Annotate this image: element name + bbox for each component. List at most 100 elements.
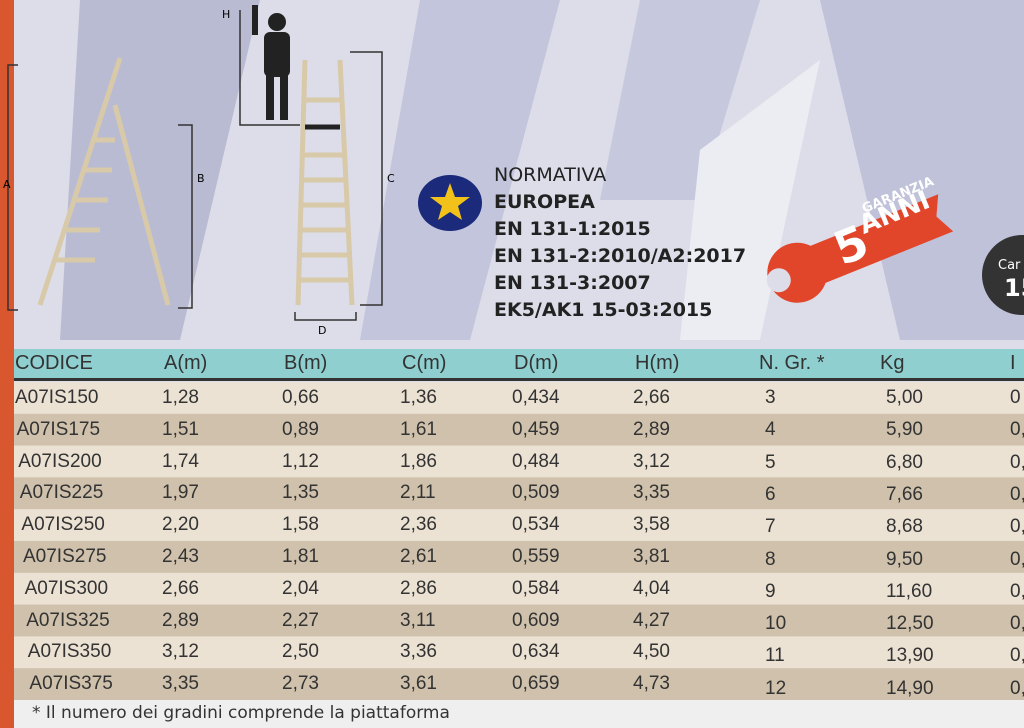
table-cell: 7,66 [886,483,923,505]
table-cell: 2,27 [282,609,319,631]
column-header: B(m) [284,352,328,374]
column-header: D(m) [514,352,559,374]
normativa-line: EN 131-3:2007 [494,272,651,294]
column-header: Kg [880,352,905,374]
footnote: * Il numero dei gradini comprende la pia… [32,703,450,723]
table-cell: 9 [765,580,776,602]
table-cell: 5,00 [886,387,923,408]
table-cell: A07IS325 [26,609,110,631]
table-cell: 3 [765,387,776,408]
table-cell: 2,04 [282,577,319,599]
table-cell: 0,509 [512,482,560,504]
table-cell: 4,27 [633,609,670,631]
table-cell: 2,11 [400,482,436,504]
table-cell: 1,28 [162,387,199,408]
normativa-heading: NORMATIVA [494,164,607,186]
row-background [14,668,1024,701]
table-cell: 2,43 [162,546,199,567]
dim-label: H [222,8,231,21]
table-cell: 0, [1010,451,1024,473]
table-cell: 3,12 [162,641,199,663]
column-header: A(m) [164,352,208,374]
table-cell: 3,61 [400,673,437,695]
table-cell: 5,90 [886,419,923,441]
table-cell: 0,2 [1010,580,1024,602]
table-cell: 0,2 [1010,613,1024,635]
table-cell: A07IS275 [23,546,107,567]
row-background [14,382,1024,414]
table-cell: 1,36 [400,387,437,408]
table-cell: 0,66 [282,387,319,408]
table-cell: 2,89 [633,418,670,440]
table-cell: A07IS350 [27,641,112,663]
dim-label: C [387,172,395,185]
table-cell: 3,11 [400,609,436,631]
table-cell: 0,484 [512,450,560,472]
table-cell: 0, [1010,548,1024,570]
table-cell: 3,81 [633,546,670,567]
table-cell: A07IS225 [19,482,104,504]
table-cell: 4,73 [633,673,670,695]
table-cell: 1,12 [282,450,319,472]
badge-text: Car [998,258,1021,273]
table-cell: 1,51 [162,418,199,440]
table-cell: A07IS175 [16,418,101,440]
table-cell: 0,434 [512,387,560,408]
table-cell: 1,86 [400,450,437,472]
table-cell: 2,89 [162,609,199,631]
table-cell: 12 [765,677,787,699]
row-background [14,572,1024,605]
table-cell: 3,12 [633,450,670,472]
table-cell: 1,97 [162,482,199,504]
table-cell: 0,609 [512,609,560,631]
column-header: I [1010,352,1016,374]
dim-label: D [318,324,327,337]
table-cell: 10 [765,613,787,635]
column-header: H(m) [635,352,680,374]
table-cell: 11,60 [886,580,933,602]
table-cell: 2,66 [162,577,199,599]
row-background [14,477,1024,510]
row-background [14,413,1024,446]
table-cell: 0,3 [1010,677,1024,699]
table-cell: A07IS300 [24,577,109,599]
normativa-line: EN 131-2:2010/A2:2017 [494,245,747,267]
table-cell: 4,50 [633,641,670,663]
table-cell: 1,81 [282,546,319,567]
table-cell: 0, [1010,516,1024,538]
table-cell: 2,61 [400,546,437,567]
table-cell: 2,86 [400,577,437,599]
table-cell: 6,80 [886,451,923,473]
table-cell: 3,58 [633,514,670,536]
table-cell: 0, [1010,483,1024,505]
row-background [14,604,1024,637]
table-cell: 1,74 [162,450,199,472]
table-cell: A07IS375 [29,673,113,695]
table-cell: 0,584 [512,577,560,599]
table-cell: 7 [765,516,776,538]
table-cell: 0,89 [282,418,319,440]
row-background [14,636,1024,669]
table-cell: 3,35 [162,673,199,695]
table-cell: 2,66 [633,387,670,408]
table-cell: 3,36 [400,641,437,663]
badge-number: 15 [1004,274,1024,302]
table-cell: 0,534 [512,514,560,536]
dim-label: B [197,172,205,185]
table-cell: 0,459 [512,418,560,440]
table-cell: 0,659 [512,673,560,695]
table-cell: 11 [765,645,785,667]
table-cell: 14,90 [886,677,934,699]
table-cell: 8 [765,548,776,570]
table-cell: 1,58 [282,514,319,536]
row-background [14,541,1024,573]
row-background [14,445,1024,478]
table-cell: 0, [1010,419,1024,441]
normativa-line: EUROPEA [494,191,595,213]
table-cell: 9,50 [886,548,923,570]
table-cell: 4,04 [633,577,670,599]
column-header: C(m) [402,352,447,374]
column-header: N. Gr. * [759,352,825,374]
